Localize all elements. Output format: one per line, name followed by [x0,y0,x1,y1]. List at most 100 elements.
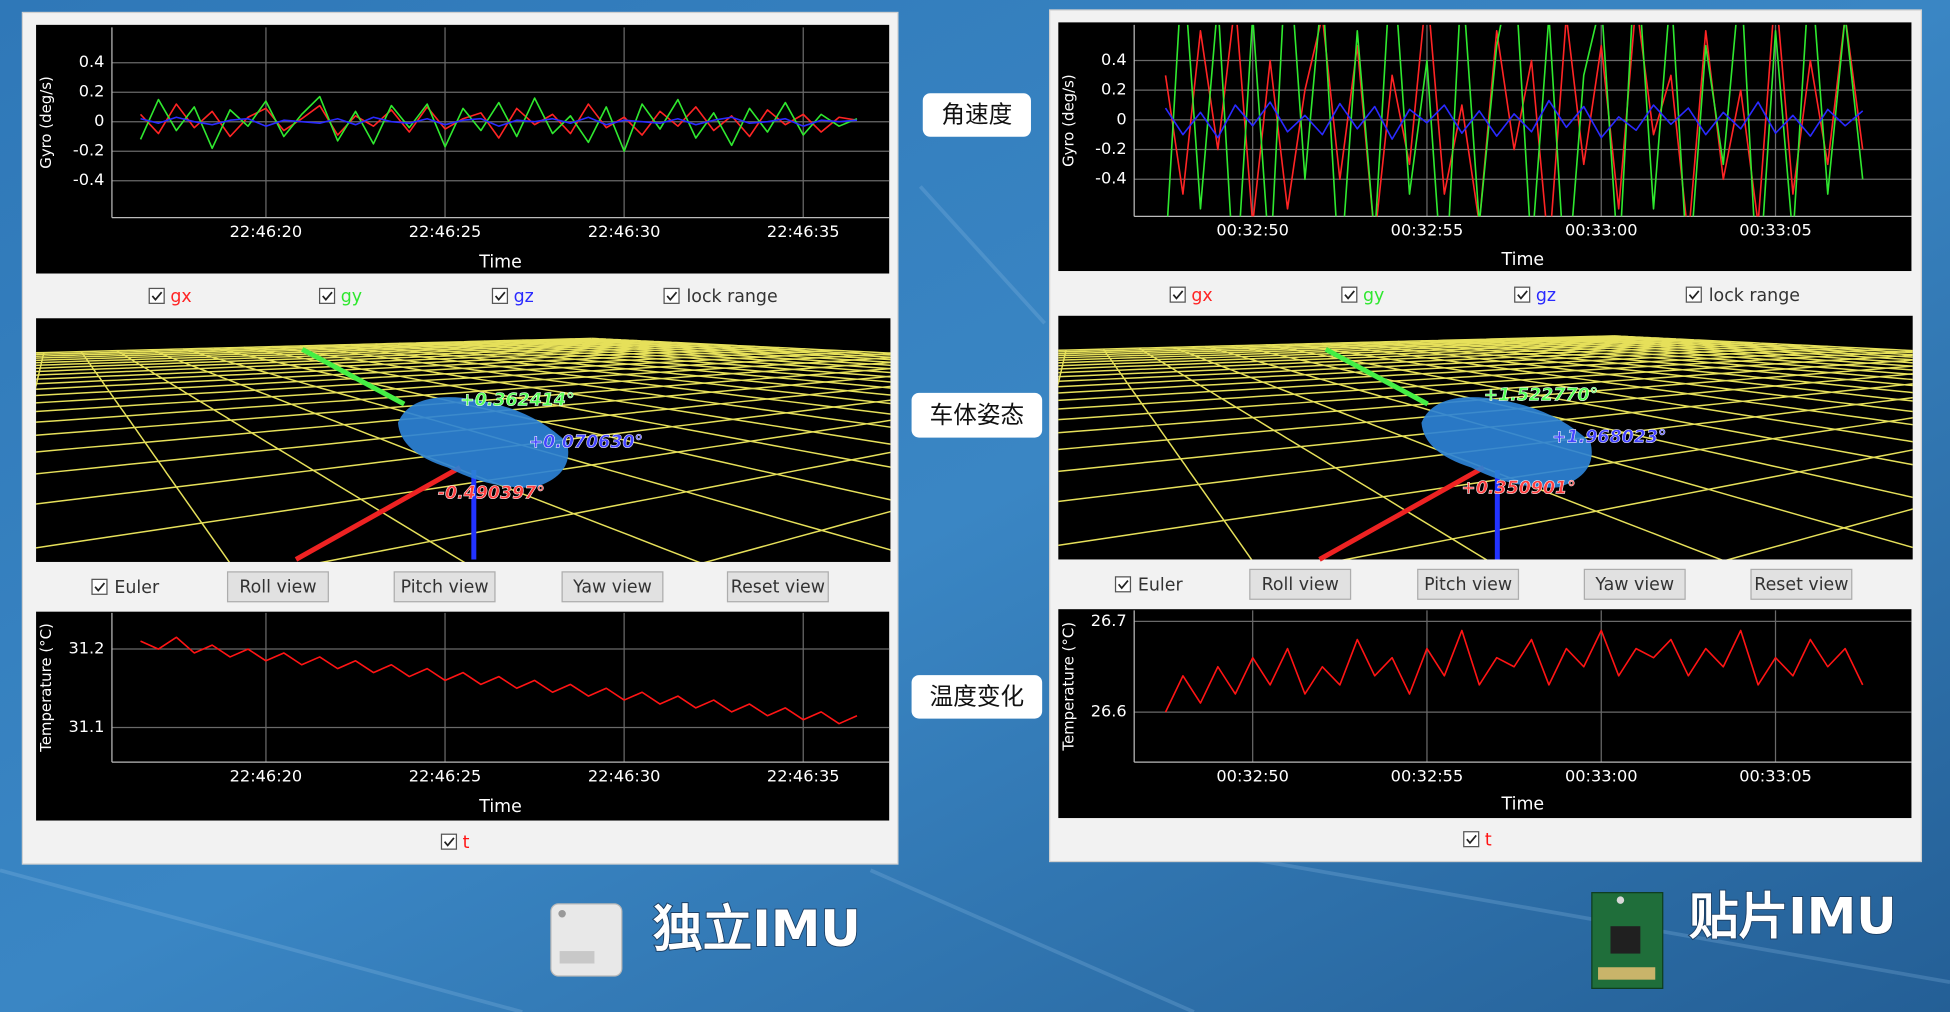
series-line [1164,24,1864,217]
checkmark [151,291,163,301]
plot-background [36,24,890,274]
checkbox[interactable] [91,578,108,595]
y-tick-label: 31.2 [68,639,104,658]
x-tick-label: 00:33:00 [1565,767,1638,786]
grid-line [299,345,891,428]
grid-line [150,349,701,562]
checkmark [322,291,333,301]
x-axis-label: Time [1501,794,1545,814]
y-tick-label: 0.2 [79,82,105,101]
grid-line [1421,340,1913,387]
button-label[interactable]: Pitch view [401,577,489,597]
x-axis-arrow [301,347,406,407]
checkbox[interactable] [491,287,509,304]
legend-label: gz [514,287,534,307]
legend-label: gz [1536,286,1556,306]
checkbox[interactable] [1341,286,1358,303]
grid-line [421,342,891,383]
x-tick-label: 00:32:50 [1216,221,1289,240]
euler-angle-label: +0.350901° [1461,479,1576,499]
series-line [1166,24,1864,217]
legend-label: gy [341,287,362,307]
grid-line [1058,373,1913,451]
y-tick-label: 0.4 [1101,50,1127,69]
x-tick-label: 00:33:05 [1739,767,1812,786]
y-tick-label: 26.7 [1091,611,1127,630]
legend-label: gx [170,287,191,307]
button-label[interactable]: Reset view [1754,575,1848,595]
imu-module-icon [550,903,623,977]
button-label[interactable]: Yaw view [572,577,652,597]
grid-line [325,344,891,415]
checkbox-label: Euler [1138,576,1184,596]
grid-line [36,375,891,453]
grid-line [558,338,891,358]
grid-line [1373,341,1913,402]
view-button[interactable] [1750,568,1853,600]
grid-line [1138,347,1488,560]
x-tick-label: 22:46:35 [767,222,840,241]
car-model [397,397,569,488]
grid-line [591,337,891,354]
y-tick-label: 0 [1116,109,1126,128]
plot-background [1058,609,1912,819]
checkbox[interactable] [1169,286,1186,303]
grid-line [1562,336,1913,358]
checkmark [1117,580,1129,590]
grid-line [1465,339,1913,376]
button-label[interactable]: Reset view [731,577,825,597]
x-tick-label: 22:46:30 [588,767,661,786]
view-button[interactable] [726,571,829,603]
checkmark [94,582,106,592]
x-tick-label: 22:46:35 [767,767,840,786]
grid-line [243,346,891,468]
series-line [139,103,858,139]
checkmark [1172,290,1184,300]
checkbox[interactable] [663,287,680,304]
x-tick-label: 00:32:55 [1391,221,1464,240]
y-tick-label: 31.1 [68,717,104,736]
grid-line [522,339,891,364]
imu-chip-icon [1591,892,1664,989]
grid-line [1486,338,1913,371]
grid-line [463,341,891,374]
series-line [1164,99,1864,140]
checkbox[interactable] [318,287,336,304]
caption: 角速度 [941,101,1012,129]
grid-line [503,339,891,367]
checkbox[interactable] [1114,576,1132,593]
x-tick-label: 00:32:50 [1216,767,1289,786]
view-button[interactable] [1417,568,1520,600]
checkbox[interactable] [1514,286,1531,303]
grid-line [375,343,891,396]
grid-line [80,351,231,562]
grid-line [1102,348,1253,560]
x-tick-label: 00:33:05 [1739,221,1812,240]
checkbox[interactable] [1463,831,1480,848]
grid-line [1058,349,1067,387]
view-button[interactable] [561,571,664,603]
grid-line [36,385,891,475]
button-label[interactable]: Pitch view [1424,575,1512,595]
button-label[interactable]: Yaw view [1594,575,1674,595]
series-line [140,636,858,725]
x-tick-label: 00:32:55 [1391,767,1464,786]
button-label[interactable]: Roll view [1262,575,1339,595]
checkbox[interactable] [1685,286,1702,303]
button-label[interactable]: Roll view [239,577,316,597]
view-button[interactable] [226,571,329,603]
y-tick-label: 26.6 [1091,702,1127,721]
checkbox[interactable] [148,287,165,304]
checkmark [443,837,455,847]
grid-line [1525,337,1913,364]
view-button[interactable] [1583,568,1686,600]
y-axis-label: Temperature (°C) [37,623,55,753]
view-button[interactable] [393,571,496,603]
view-button[interactable] [1249,568,1352,600]
grid-line [1613,335,1913,352]
legend-label: t [463,833,470,853]
checkbox[interactable] [440,833,458,850]
grid-line [1443,339,1913,381]
